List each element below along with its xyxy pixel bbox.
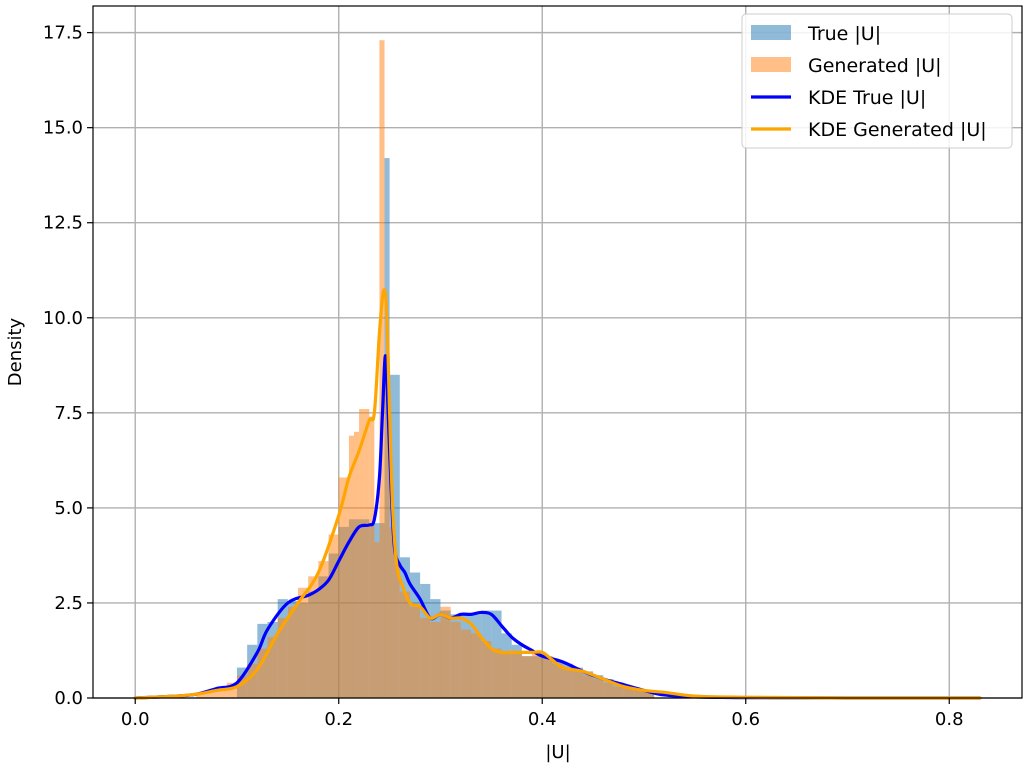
histogram-bar	[572, 671, 583, 698]
y-tick-label: 10.0	[43, 308, 83, 329]
legend-label: Generated |U|	[808, 55, 942, 77]
legend-item: KDE True |U|	[751, 87, 926, 109]
histogram-bar	[247, 663, 258, 698]
histogram-bar	[298, 587, 309, 698]
histogram-bar	[318, 561, 329, 698]
histogram-bar	[430, 621, 441, 698]
legend-label: KDE Generated |U|	[808, 119, 987, 141]
histogram-bar	[542, 656, 553, 698]
legend-item: Generated |U|	[751, 55, 942, 77]
histogram-bar	[348, 435, 354, 698]
legend-swatch	[751, 57, 791, 72]
histogram-bar	[460, 629, 472, 698]
histogram-bar	[389, 526, 395, 698]
y-tick-label: 7.5	[54, 403, 83, 424]
histogram-bar	[420, 618, 431, 698]
x-tick-label: 0.0	[121, 709, 150, 730]
histogram-bar	[633, 690, 644, 698]
histogram-bar	[623, 686, 634, 698]
histogram-bar	[277, 618, 288, 698]
x-tick-label: 0.2	[324, 709, 353, 730]
histogram-bar	[369, 416, 375, 698]
plot-frame	[92, 5, 1023, 699]
histogram-bar	[450, 621, 461, 698]
histogram-bar	[582, 675, 594, 698]
histogram-bar	[394, 564, 400, 698]
legend-item: True |U|	[751, 23, 881, 45]
histogram-bar	[308, 576, 319, 698]
y-tick-label: 2.5	[54, 593, 83, 614]
legend: True |U| Generated |U| KDE True |U| KDE Gen…	[741, 13, 1013, 149]
y-axis-label: Density	[5, 317, 26, 386]
histogram-bar	[613, 686, 624, 698]
y-tick-label: 5.0	[54, 498, 83, 519]
histogram-bar	[643, 692, 655, 698]
histogram-bar	[196, 694, 207, 698]
histogram-bar	[471, 633, 482, 698]
kde-curves	[133, 288, 982, 700]
histogram-bar	[364, 409, 370, 698]
y-tick-label: 0.0	[54, 688, 83, 709]
histogram-bar	[593, 678, 604, 698]
histogram-bar	[511, 652, 522, 698]
legend-item: KDE Generated |U|	[751, 119, 987, 141]
histogram-bar	[501, 652, 512, 698]
histogram-bar	[521, 656, 533, 698]
histogram-bar	[257, 648, 268, 698]
histogram-bar	[359, 409, 365, 698]
legend-label: True |U|	[807, 23, 881, 45]
histogram-bar	[384, 355, 390, 698]
y-tick-label: 15.0	[43, 118, 83, 139]
y-tick-label: 12.5	[43, 213, 83, 234]
histogram-bar	[603, 682, 614, 698]
legend-label: KDE True |U|	[808, 87, 926, 109]
histogram-bar	[532, 652, 543, 698]
histogram-bar	[287, 606, 299, 698]
histogram-bar	[374, 542, 380, 698]
histogram-bar	[440, 606, 451, 698]
axis-ticks: 0.0 0.2 0.4 0.6 0.8 0.0 2.5 5.0 7.5 10.0 12.5 15.0 1…	[43, 23, 964, 730]
y-tick-label: 17.5	[43, 23, 83, 44]
x-tick-label: 0.8	[935, 709, 964, 730]
x-tick-label: 0.4	[528, 709, 557, 730]
legend-box	[741, 13, 1013, 149]
histogram-bar	[491, 648, 502, 698]
histogram-bar	[562, 667, 573, 698]
histogram-bar	[216, 686, 227, 698]
histogram-bar	[399, 591, 410, 698]
kde-generated-line	[133, 288, 982, 700]
histogram-bar	[379, 40, 385, 698]
histogram-bar	[206, 690, 217, 698]
histogram-bar	[236, 675, 248, 698]
x-axis-label: |U|	[545, 742, 570, 763]
histogram-bar	[409, 606, 421, 698]
histogram-bar	[353, 431, 360, 698]
histogram-series-generated	[196, 40, 655, 698]
histogram-bar	[267, 637, 278, 698]
histogram-bar	[552, 663, 563, 698]
histogram-bar	[481, 640, 492, 698]
legend-swatch	[751, 25, 791, 40]
histogram-bar	[226, 682, 237, 698]
x-tick-label: 0.6	[731, 709, 760, 730]
histogram-bar	[338, 477, 349, 698]
histogram-bar	[328, 534, 339, 698]
